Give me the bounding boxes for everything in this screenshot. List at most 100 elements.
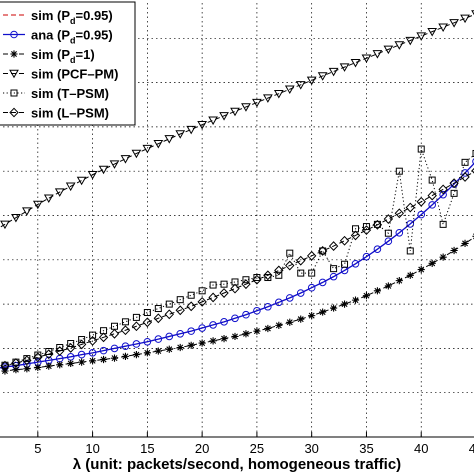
data-point bbox=[77, 350, 86, 359]
legend-label: sim (PCF–PM) bbox=[31, 67, 118, 82]
legend-entry: sim (Pd=0.95) bbox=[3, 8, 113, 26]
data-point bbox=[317, 72, 328, 81]
data-point bbox=[208, 116, 218, 126]
data-point bbox=[394, 208, 405, 219]
data-point bbox=[109, 160, 120, 169]
data-point bbox=[11, 214, 21, 223]
data-point bbox=[198, 324, 206, 332]
data-point bbox=[242, 276, 250, 284]
x-tick-label: 15 bbox=[140, 441, 154, 456]
data-point bbox=[22, 207, 32, 216]
data-point bbox=[0, 360, 10, 371]
data-point bbox=[319, 308, 327, 316]
data-point bbox=[109, 328, 120, 339]
data-point bbox=[295, 81, 306, 90]
data-point bbox=[383, 45, 394, 55]
legend-entry: sim (L–PSM) bbox=[3, 106, 109, 121]
data-point bbox=[142, 144, 153, 154]
data-point bbox=[153, 313, 164, 324]
data-point bbox=[175, 130, 186, 139]
data-point bbox=[131, 321, 142, 332]
data-point bbox=[0, 220, 10, 230]
data-point bbox=[1, 367, 9, 375]
x-tick-label: 40 bbox=[414, 441, 428, 456]
data-point bbox=[208, 292, 218, 303]
data-point bbox=[341, 260, 349, 268]
data-point bbox=[56, 344, 64, 352]
data-point bbox=[98, 332, 109, 343]
data-point bbox=[98, 165, 109, 175]
data-point bbox=[87, 335, 98, 346]
data-point bbox=[241, 279, 251, 290]
data-point bbox=[209, 337, 217, 345]
data-point bbox=[186, 125, 197, 135]
data-point bbox=[219, 112, 229, 121]
data-point bbox=[395, 167, 403, 175]
data-point bbox=[242, 310, 250, 319]
data-point bbox=[154, 305, 162, 313]
data-point bbox=[87, 171, 98, 180]
data-point bbox=[78, 358, 86, 366]
data-point bbox=[143, 309, 151, 317]
data-point bbox=[264, 274, 272, 282]
data-point bbox=[132, 313, 140, 321]
x-axis-ticks: 5 10 15 20 25 30 35 40 45 bbox=[34, 432, 474, 456]
data-point bbox=[12, 366, 20, 374]
x-tick-label: 25 bbox=[250, 441, 264, 456]
data-point bbox=[78, 336, 86, 344]
legend-entry: ana (Pd=0.95) bbox=[3, 28, 113, 46]
data-point bbox=[209, 321, 217, 329]
data-point bbox=[198, 339, 206, 347]
data-point bbox=[329, 304, 338, 312]
x-tick-label: 20 bbox=[195, 441, 209, 456]
data-point bbox=[297, 269, 305, 277]
data-point bbox=[308, 269, 316, 277]
data-point bbox=[328, 241, 339, 251]
data-point bbox=[164, 135, 175, 144]
data-point bbox=[329, 272, 338, 281]
data-point bbox=[197, 120, 207, 130]
data-point bbox=[350, 58, 361, 68]
data-point bbox=[427, 190, 437, 201]
data-point bbox=[154, 335, 163, 343]
data-point bbox=[88, 349, 97, 357]
data-point bbox=[89, 331, 97, 339]
data-point bbox=[34, 351, 42, 359]
data-point bbox=[339, 63, 350, 72]
data-point bbox=[43, 194, 54, 204]
series-6 bbox=[0, 167, 474, 371]
data-point bbox=[275, 298, 283, 307]
data-point bbox=[406, 220, 415, 228]
data-point bbox=[231, 314, 239, 323]
data-point bbox=[220, 280, 228, 288]
data-point bbox=[65, 343, 76, 353]
legend-label: sim (L–PSM) bbox=[31, 106, 109, 121]
data-point bbox=[264, 324, 272, 333]
data-point bbox=[99, 355, 108, 364]
data-point bbox=[351, 259, 360, 268]
legend-label: sim (Pd=1) bbox=[31, 47, 95, 65]
data-point bbox=[33, 352, 43, 363]
series-3 bbox=[0, 233, 474, 375]
data-point bbox=[23, 365, 31, 373]
legend-label-text: sim (PCF–PM) bbox=[31, 67, 118, 82]
data-point bbox=[143, 349, 151, 357]
data-point bbox=[32, 200, 43, 210]
data-point bbox=[405, 36, 416, 46]
data-point bbox=[186, 301, 196, 312]
data-point bbox=[460, 172, 470, 182]
legend-entry: sim (Pd=1) bbox=[3, 47, 95, 65]
legend-label: sim (Pd=0.95) bbox=[31, 8, 113, 26]
data-point bbox=[154, 347, 162, 355]
data-point bbox=[165, 332, 174, 341]
legend-label-text: sim (T–PSM) bbox=[31, 86, 109, 101]
series-line bbox=[0, 171, 474, 368]
data-point bbox=[362, 252, 371, 261]
data-point bbox=[198, 287, 206, 295]
data-point bbox=[405, 202, 415, 213]
data-point bbox=[56, 361, 64, 369]
legend-label-subscript: d bbox=[70, 55, 76, 65]
data-point bbox=[44, 349, 54, 360]
data-point bbox=[252, 274, 262, 285]
